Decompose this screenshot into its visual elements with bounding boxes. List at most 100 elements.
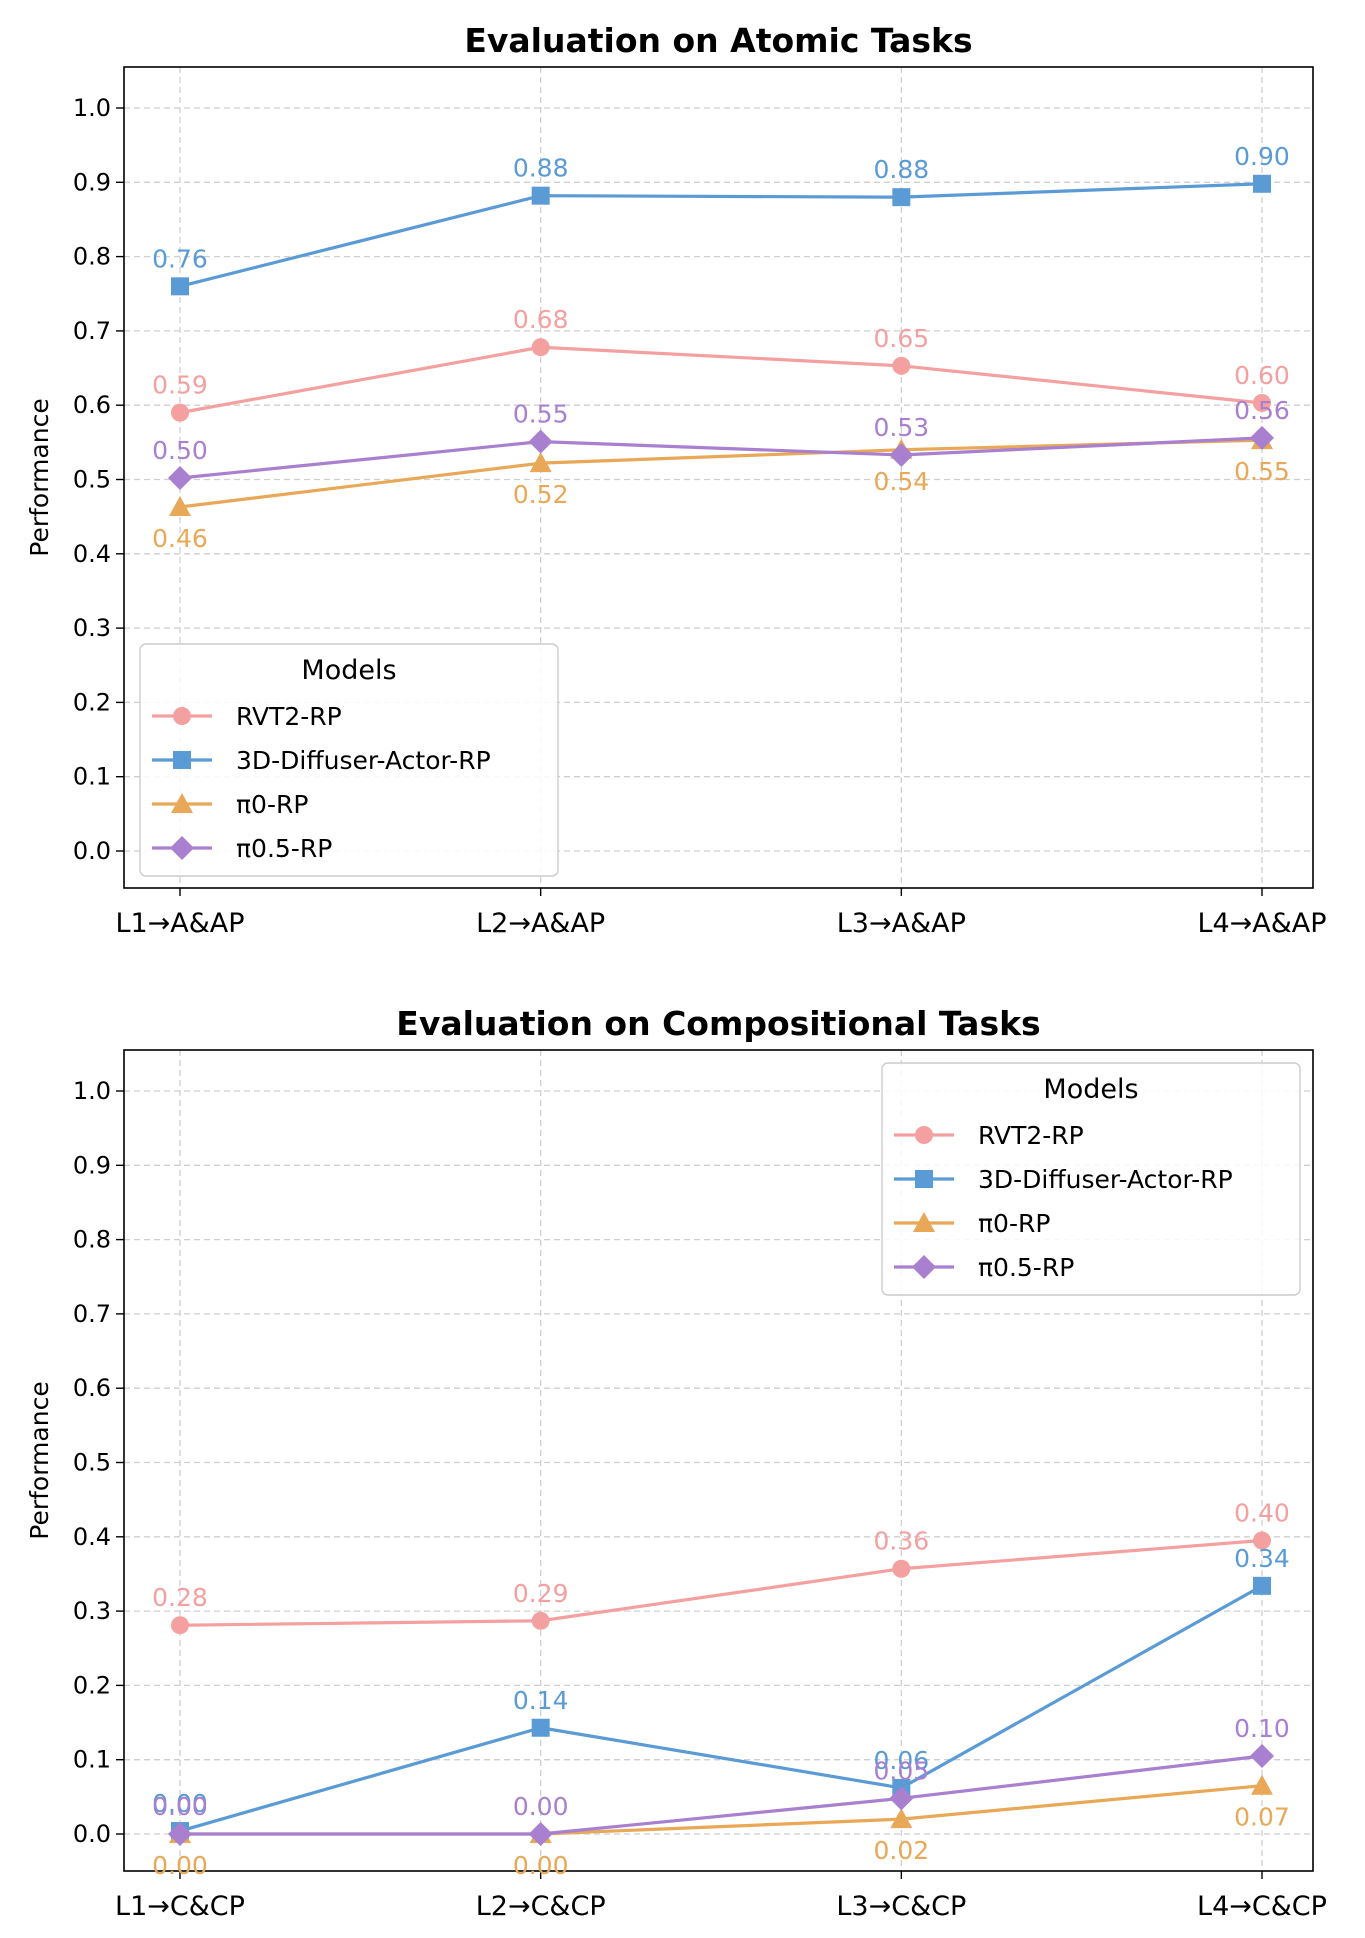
x-tick-label: L1→A&AP [115, 908, 244, 939]
legend-label: RVT2-RP [236, 702, 342, 731]
data-label: 0.53 [873, 413, 929, 442]
x-tick-label: L4→A&AP [1197, 908, 1326, 939]
data-label: 0.56 [1234, 396, 1290, 425]
legend-label: π0-RP [236, 790, 308, 819]
data-label: 0.52 [513, 480, 569, 509]
data-label: 0.05 [873, 1756, 929, 1785]
legend-label: π0.5-RP [978, 1253, 1074, 1282]
x-tick-label: L2→C&CP [476, 1891, 606, 1922]
series-line-3 [179, 436, 1263, 480]
y-tick-label: 0.5 [73, 466, 111, 494]
data-point-diamond [889, 442, 914, 467]
legend-label: RVT2-RP [978, 1121, 1084, 1150]
series-line-2 [179, 438, 1263, 509]
data-label: 0.10 [1234, 1714, 1290, 1743]
data-label: 0.88 [513, 154, 569, 183]
chart-compositional: 0.0 0.1 0.2 0.3 0.4 0.5 0.6 0.7 0.8 0.9 1.0 L1→C&CP… [25, 1004, 1327, 1922]
legend-marker-diamond [170, 836, 194, 860]
x-tick-label: L1→C&CP [115, 1891, 245, 1922]
y-tick-label: 0.0 [73, 1820, 111, 1848]
legend-box [881, 1062, 1301, 1296]
x-tick-label: L3→A&AP [837, 908, 966, 939]
y-tick-label: 0.5 [73, 1449, 111, 1477]
data-point-circle [892, 356, 911, 375]
data-label: 0.00 [152, 1792, 208, 1821]
data-point-triangle [169, 495, 191, 516]
data-label: 0.00 [513, 1792, 569, 1821]
y-tick-label: 0.4 [73, 540, 111, 568]
data-label: 0.00 [152, 1851, 208, 1880]
y-tick-label: 0.3 [73, 1597, 111, 1625]
legend-marker-triangle [171, 793, 193, 813]
data-label: 0.00 [152, 1789, 208, 1818]
data-point-triangle [1251, 1774, 1273, 1795]
series-line-2 [180, 1784, 1263, 1836]
y-tick-label: 0.8 [73, 1226, 111, 1254]
y-axis-label: Performance [25, 398, 54, 556]
legend: Models RVT2-RP 3D-Diffuser-Actor-RP π0-RP π0… [881, 1062, 1301, 1296]
y-tick-label: 0.1 [73, 763, 111, 791]
data-label: 0.46 [152, 524, 208, 553]
y-tick-label: 0.3 [73, 614, 111, 642]
data-label: 0.14 [513, 1686, 569, 1715]
y-tick-label: 0.6 [73, 1374, 111, 1402]
y-tick-label: 1.0 [73, 1077, 111, 1105]
data-point-circle [171, 1616, 189, 1635]
data-point-circle [1253, 1531, 1271, 1550]
legend-marker-square [173, 751, 191, 769]
data-label: 0.68 [513, 305, 569, 334]
y-tick-label: 0.2 [73, 688, 111, 716]
data-point-square [1253, 1576, 1271, 1595]
y-tick-label: 0.7 [73, 1300, 111, 1328]
x-tick-label: L2→A&AP [476, 908, 605, 939]
data-point-diamond [528, 1822, 553, 1846]
data-label: 0.34 [1234, 1544, 1290, 1573]
data-label: 0.02 [873, 1836, 929, 1865]
legend-marker-circle [173, 707, 191, 725]
x-tick-label: L4→C&CP [1197, 1891, 1327, 1922]
legend-title: Models [1043, 1074, 1138, 1105]
data-label: 0.07 [1234, 1803, 1290, 1832]
data-label: 0.59 [152, 371, 208, 400]
data-label: 0.28 [152, 1583, 208, 1612]
data-label: 0.76 [152, 244, 208, 273]
y-tick-label: 1.0 [73, 94, 111, 122]
y-tick-label: 0.9 [73, 168, 111, 196]
series-line-0 [179, 1538, 1263, 1627]
data-label: 0.54 [873, 467, 929, 496]
y-axis-label: Performance [25, 1381, 54, 1539]
data-label: 0.55 [513, 400, 569, 429]
legend-label: π0.5-RP [236, 834, 332, 863]
data-point-diamond [528, 429, 553, 454]
y-tick-label: 0.9 [73, 1151, 111, 1179]
series-line-1 [179, 1584, 1263, 1833]
series-line-1 [179, 182, 1263, 288]
data-label: 0.55 [1234, 457, 1290, 486]
data-point-square [892, 188, 911, 207]
plot-frame [123, 66, 1314, 889]
data-label: 0.06 [873, 1746, 929, 1775]
series-line-0 [179, 345, 1263, 415]
data-point-diamond [1250, 425, 1274, 450]
x-tick-label: L3→C&CP [836, 1891, 966, 1922]
data-point-square [531, 186, 550, 205]
legend-label: 3D-Diffuser-Actor-RP [236, 746, 491, 775]
data-point-triangle [890, 1808, 913, 1829]
chart-atomic: 0.0 0.1 0.2 0.3 0.4 0.5 0.6 0.7 0.8 0.9 1.0 L1→A&AP… [25, 21, 1327, 939]
data-point-diamond [168, 466, 192, 491]
data-point-diamond [889, 1786, 914, 1811]
y-tick-label: 0.8 [73, 243, 111, 271]
legend-label: 3D-Diffuser-Actor-RP [978, 1165, 1233, 1194]
data-point-circle [1253, 393, 1271, 412]
legend-marker-diamond [912, 1255, 936, 1279]
data-point-circle [531, 338, 550, 357]
data-point-diamond [1250, 1743, 1274, 1768]
data-label: 0.65 [873, 324, 929, 353]
legend: Models RVT2-RP 3D-Diffuser-Actor-RP π0-RP π0… [139, 643, 559, 877]
data-label: 0.50 [152, 436, 208, 465]
data-point-triangle [529, 452, 552, 473]
data-point-circle [892, 1559, 911, 1578]
data-label: 0.40 [1234, 1499, 1290, 1528]
data-label: 0.29 [513, 1579, 569, 1608]
chart-title: Evaluation on Compositional Tasks [396, 1004, 1040, 1043]
